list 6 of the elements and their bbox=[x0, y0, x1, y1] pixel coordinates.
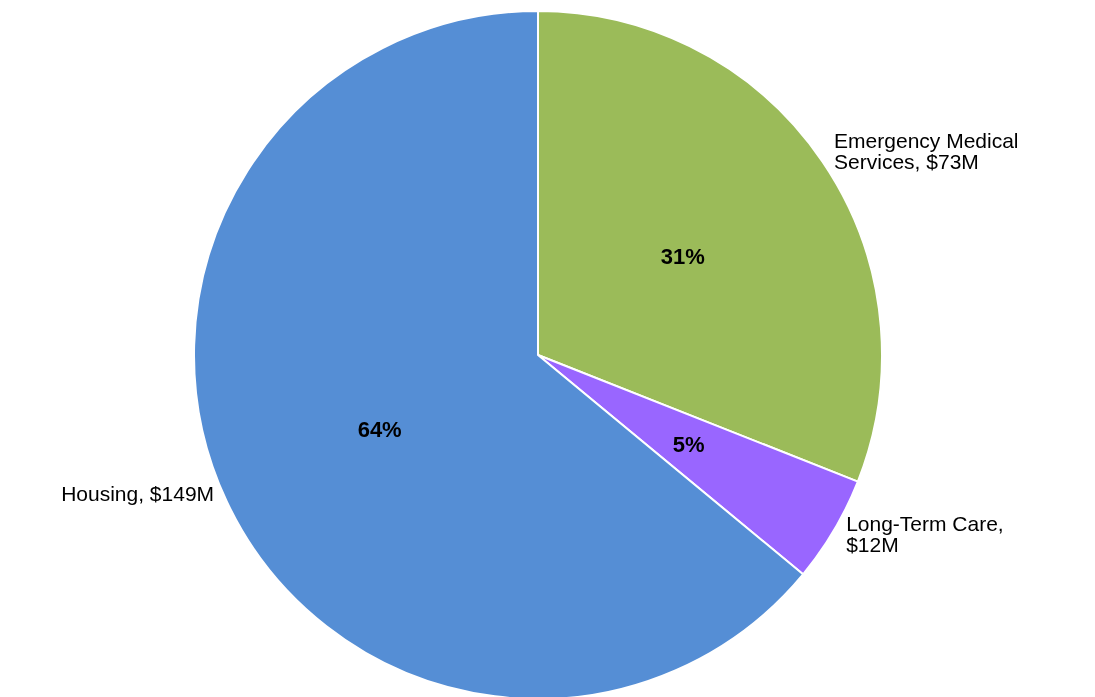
slice-label: Housing, $149M bbox=[61, 482, 215, 506]
data-label: 64% bbox=[357, 417, 402, 443]
slice-label: Emergency Medical Services, $73M bbox=[834, 128, 1025, 173]
slice-label: Long-Term Care, $12M bbox=[846, 512, 1010, 557]
data-label: 5% bbox=[672, 431, 705, 457]
data-label: 31% bbox=[660, 244, 705, 270]
